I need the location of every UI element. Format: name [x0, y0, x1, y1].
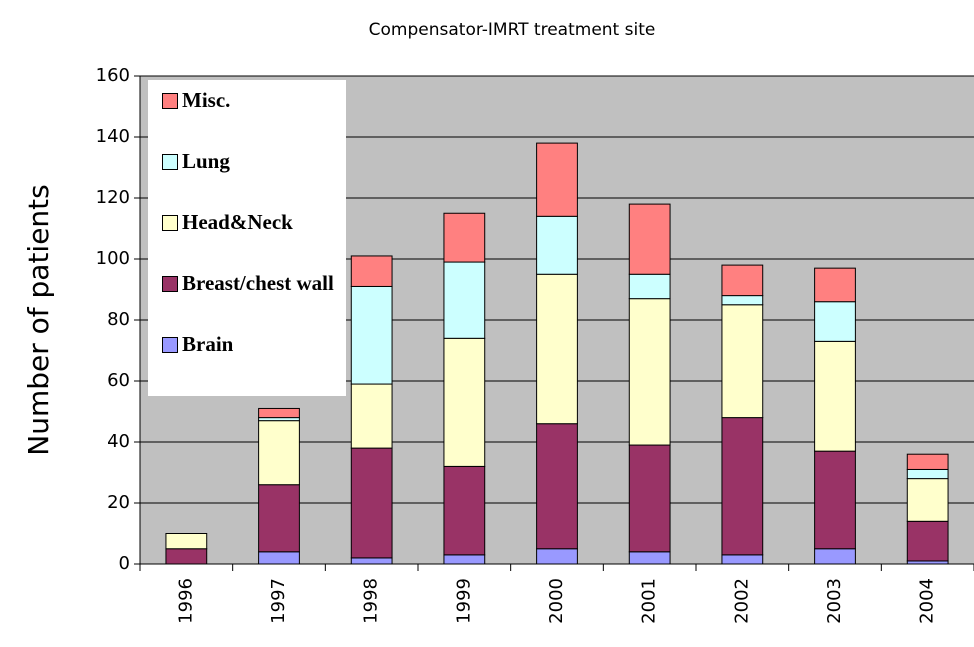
- bar-segment: [165, 548, 208, 565]
- x-tick-label: 2001: [639, 578, 660, 624]
- bar-segment: [814, 267, 856, 303]
- bar-segment: [628, 298, 671, 446]
- legend-entry: Breast/chest wall: [154, 271, 340, 332]
- bar-segment: [721, 264, 764, 297]
- bar-segment: [536, 142, 578, 217]
- bar-segment: [350, 447, 393, 559]
- legend-swatch: [162, 154, 178, 170]
- y-axis-label: Number of patients: [22, 184, 55, 456]
- bar-segment: [350, 383, 393, 449]
- x-tick-label: 2003: [824, 578, 845, 624]
- bar-segment: [628, 444, 671, 553]
- bar-segment: [258, 407, 300, 419]
- x-tick-label: 2004: [917, 578, 938, 624]
- legend-swatch: [162, 337, 178, 353]
- legend-swatch: [162, 276, 178, 292]
- y-tick-label: 140: [96, 126, 130, 147]
- bar-segment: [814, 340, 856, 452]
- bar-segment: [258, 420, 300, 486]
- bar-segment: [350, 557, 393, 565]
- bar-segment: [443, 465, 486, 556]
- bar-segment: [814, 450, 856, 550]
- bar-segment: [536, 215, 578, 275]
- bar-segment: [443, 212, 486, 263]
- bar-segment: [814, 301, 856, 342]
- bar-segment: [350, 285, 393, 385]
- legend-entry: Brain: [154, 332, 340, 393]
- legend-entry: Head&Neck: [154, 210, 340, 271]
- bar-segment: [628, 551, 671, 565]
- legend-label: Misc.: [182, 88, 231, 112]
- x-tick-label: 1997: [268, 578, 289, 624]
- bar-segment: [443, 261, 486, 339]
- bar-segment: [721, 554, 764, 565]
- legend-label: Breast/chest wall: [182, 271, 334, 295]
- chart-title: Compensator-IMRT treatment site: [369, 20, 656, 40]
- bar-segment: [814, 548, 856, 565]
- bar-segment: [906, 520, 949, 562]
- bar-segment: [536, 548, 578, 565]
- legend-entry: Misc.: [154, 88, 340, 149]
- x-tick-label: 1998: [361, 578, 382, 624]
- bar-segment: [258, 484, 300, 553]
- y-tick-label: 160: [96, 65, 130, 86]
- bar-segment: [536, 273, 578, 425]
- y-tick-label: 0: [119, 553, 130, 574]
- bar-segment: [628, 273, 671, 300]
- legend-swatch: [162, 215, 178, 231]
- bar-segment: [906, 468, 949, 480]
- y-tick-label: 20: [107, 492, 130, 513]
- bar-segment: [906, 478, 949, 522]
- legend-entry: Lung: [154, 149, 340, 210]
- bar-segment: [721, 304, 764, 419]
- bar-segment: [721, 417, 764, 556]
- x-tick-label: 2002: [731, 578, 752, 624]
- bar-segment: [350, 255, 393, 287]
- bar-segment: [258, 551, 300, 565]
- legend: Misc. Lung Head&Neck Breast/chest wall Brain: [148, 80, 346, 396]
- bar-segment: [165, 533, 208, 550]
- bar-segment: [721, 295, 764, 306]
- y-tick-label: 60: [107, 370, 130, 391]
- bar-segment: [628, 203, 671, 275]
- legend-label: Lung: [182, 149, 230, 173]
- legend-label: Head&Neck: [182, 210, 293, 234]
- bar-segment: [906, 453, 949, 470]
- legend-label: Brain: [182, 332, 234, 356]
- bar-segment: [443, 554, 486, 565]
- bar-segment: [443, 337, 486, 467]
- y-tick-label: 40: [107, 431, 130, 452]
- legend-swatch: [162, 93, 178, 109]
- x-tick-label: 2000: [546, 578, 567, 624]
- y-tick-label: 120: [96, 187, 130, 208]
- y-tick-label: 100: [96, 248, 130, 269]
- y-tick-label: 80: [107, 309, 130, 330]
- x-tick-label: 1996: [175, 578, 196, 624]
- bar-segment: [536, 423, 578, 550]
- x-tick-label: 1999: [453, 578, 474, 624]
